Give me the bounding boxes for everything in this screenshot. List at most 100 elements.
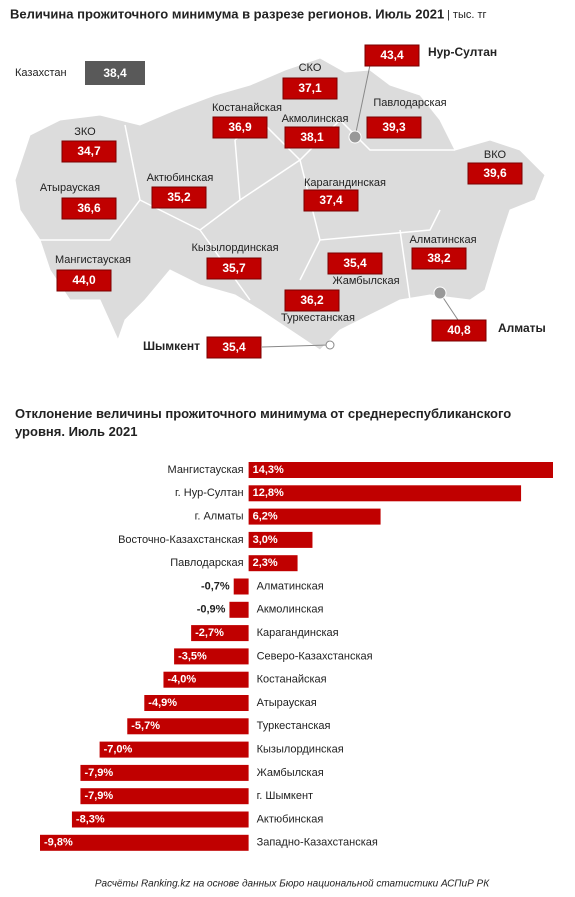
category-label: Мангистауская xyxy=(168,464,244,476)
category-label: Западно-Казахстанская xyxy=(257,837,378,849)
region-name: Алматинская xyxy=(409,234,476,246)
region-value: 34,7 xyxy=(77,144,101,158)
city-dot xyxy=(325,340,335,350)
footer: Расчёты Ranking.kz на основе данных Бюро… xyxy=(95,879,490,890)
region-name: Костанайская xyxy=(212,102,282,114)
category-label: г. Шымкент xyxy=(257,790,314,802)
region-box xyxy=(284,289,340,312)
value-label: -0,7% xyxy=(201,580,230,592)
value-label: 6,2% xyxy=(253,511,278,523)
city-dot xyxy=(433,286,447,300)
category-label: Туркестанская xyxy=(257,720,331,732)
region-box xyxy=(364,44,420,67)
region-name: СКО xyxy=(299,62,322,74)
value-label: -8,3% xyxy=(76,813,105,825)
region-name: Акмолинская xyxy=(282,113,349,125)
value-label: 2,3% xyxy=(253,557,278,569)
region-box xyxy=(284,126,340,149)
region-value: 36,2 xyxy=(300,293,324,307)
region-name: Жамбылская xyxy=(332,275,399,287)
bar xyxy=(248,485,522,502)
category-label: Кызылординская xyxy=(257,744,344,756)
region-name: ВКО xyxy=(484,149,507,161)
value-label: -5,7% xyxy=(131,720,160,732)
region-value: 35,4 xyxy=(222,340,246,354)
region-value: 36,9 xyxy=(228,120,252,134)
bar xyxy=(229,601,249,618)
category-label: Костанайская xyxy=(257,674,327,686)
region-box xyxy=(212,116,268,139)
region-box xyxy=(151,186,207,209)
region-box xyxy=(303,189,359,212)
region-box xyxy=(411,247,467,270)
region-box xyxy=(282,77,338,100)
bar xyxy=(127,718,249,735)
value-label: -3,5% xyxy=(178,650,207,662)
region-value: 35,7 xyxy=(222,261,246,275)
region-name: Кызылординская xyxy=(191,242,278,254)
category-label: Восточно-Казахстанская xyxy=(118,534,244,546)
region-value: 39,6 xyxy=(483,166,507,180)
bar xyxy=(248,508,381,525)
value-label: -2,7% xyxy=(195,627,224,639)
country-name: Казахстан xyxy=(15,67,67,79)
country-value: 38,4 xyxy=(103,66,127,80)
category-label: Алматинская xyxy=(257,580,324,592)
value-label: -9,8% xyxy=(44,837,73,849)
region-value: 35,4 xyxy=(343,256,367,270)
region-name: Павлодарская xyxy=(373,97,446,109)
leader-line xyxy=(261,344,329,348)
bar xyxy=(163,671,249,688)
bar xyxy=(248,462,553,478)
region-value: 35,2 xyxy=(167,190,191,204)
region-value: 36,6 xyxy=(77,201,101,215)
leader-line xyxy=(354,64,371,138)
region-value: 43,4 xyxy=(380,48,404,62)
city-dot xyxy=(348,130,362,144)
region-value: 37,1 xyxy=(298,81,322,95)
region-name: Туркестанская xyxy=(281,312,355,324)
region-name: Алматы xyxy=(498,321,546,335)
category-label: Атырауская xyxy=(257,697,317,709)
region-name: Карагандинская xyxy=(304,177,386,189)
region-value: 40,8 xyxy=(447,323,471,337)
category-label: Северо-Казахстанская xyxy=(257,650,373,662)
bar xyxy=(233,578,249,595)
region-box xyxy=(327,252,383,275)
region-value: 38,2 xyxy=(427,251,451,265)
bar xyxy=(40,834,249,851)
region-box xyxy=(206,257,262,280)
map-title: Величина прожиточного минимума в разрезе… xyxy=(10,6,444,21)
bar xyxy=(174,648,249,665)
region-name: Атырауская xyxy=(40,182,100,194)
chart-title: Отклонение величины прожиточного минимум… xyxy=(15,406,512,439)
bar xyxy=(71,811,249,828)
region-box xyxy=(61,140,117,163)
region-name: ЗКО xyxy=(74,126,96,138)
region-box xyxy=(56,269,112,292)
region-box xyxy=(206,336,262,359)
value-label: -7,9% xyxy=(84,790,113,802)
region-name: Шымкент xyxy=(143,339,200,353)
region-box xyxy=(431,319,487,342)
country-box xyxy=(85,61,145,85)
category-label: г. Алматы xyxy=(195,511,244,523)
bar xyxy=(80,764,249,781)
category-label: Карагандинская xyxy=(257,627,339,639)
region-name: Нур-Султан xyxy=(428,45,497,59)
value-label: -0,9% xyxy=(197,604,226,616)
region-box xyxy=(61,197,117,220)
map-unit: | тыс. тг xyxy=(447,9,487,21)
category-label: Актюбинская xyxy=(257,813,324,825)
category-label: Акмолинская xyxy=(257,604,324,616)
category-label: г. Нур-Султан xyxy=(175,487,244,499)
value-label: 12,8% xyxy=(253,487,284,499)
category-label: Павлодарская xyxy=(170,557,243,569)
value-label: -4,0% xyxy=(167,674,196,686)
category-label: Жамбылская xyxy=(257,767,324,779)
region-name: Мангистауская xyxy=(55,254,131,266)
bar xyxy=(248,555,298,572)
bar xyxy=(191,625,249,642)
